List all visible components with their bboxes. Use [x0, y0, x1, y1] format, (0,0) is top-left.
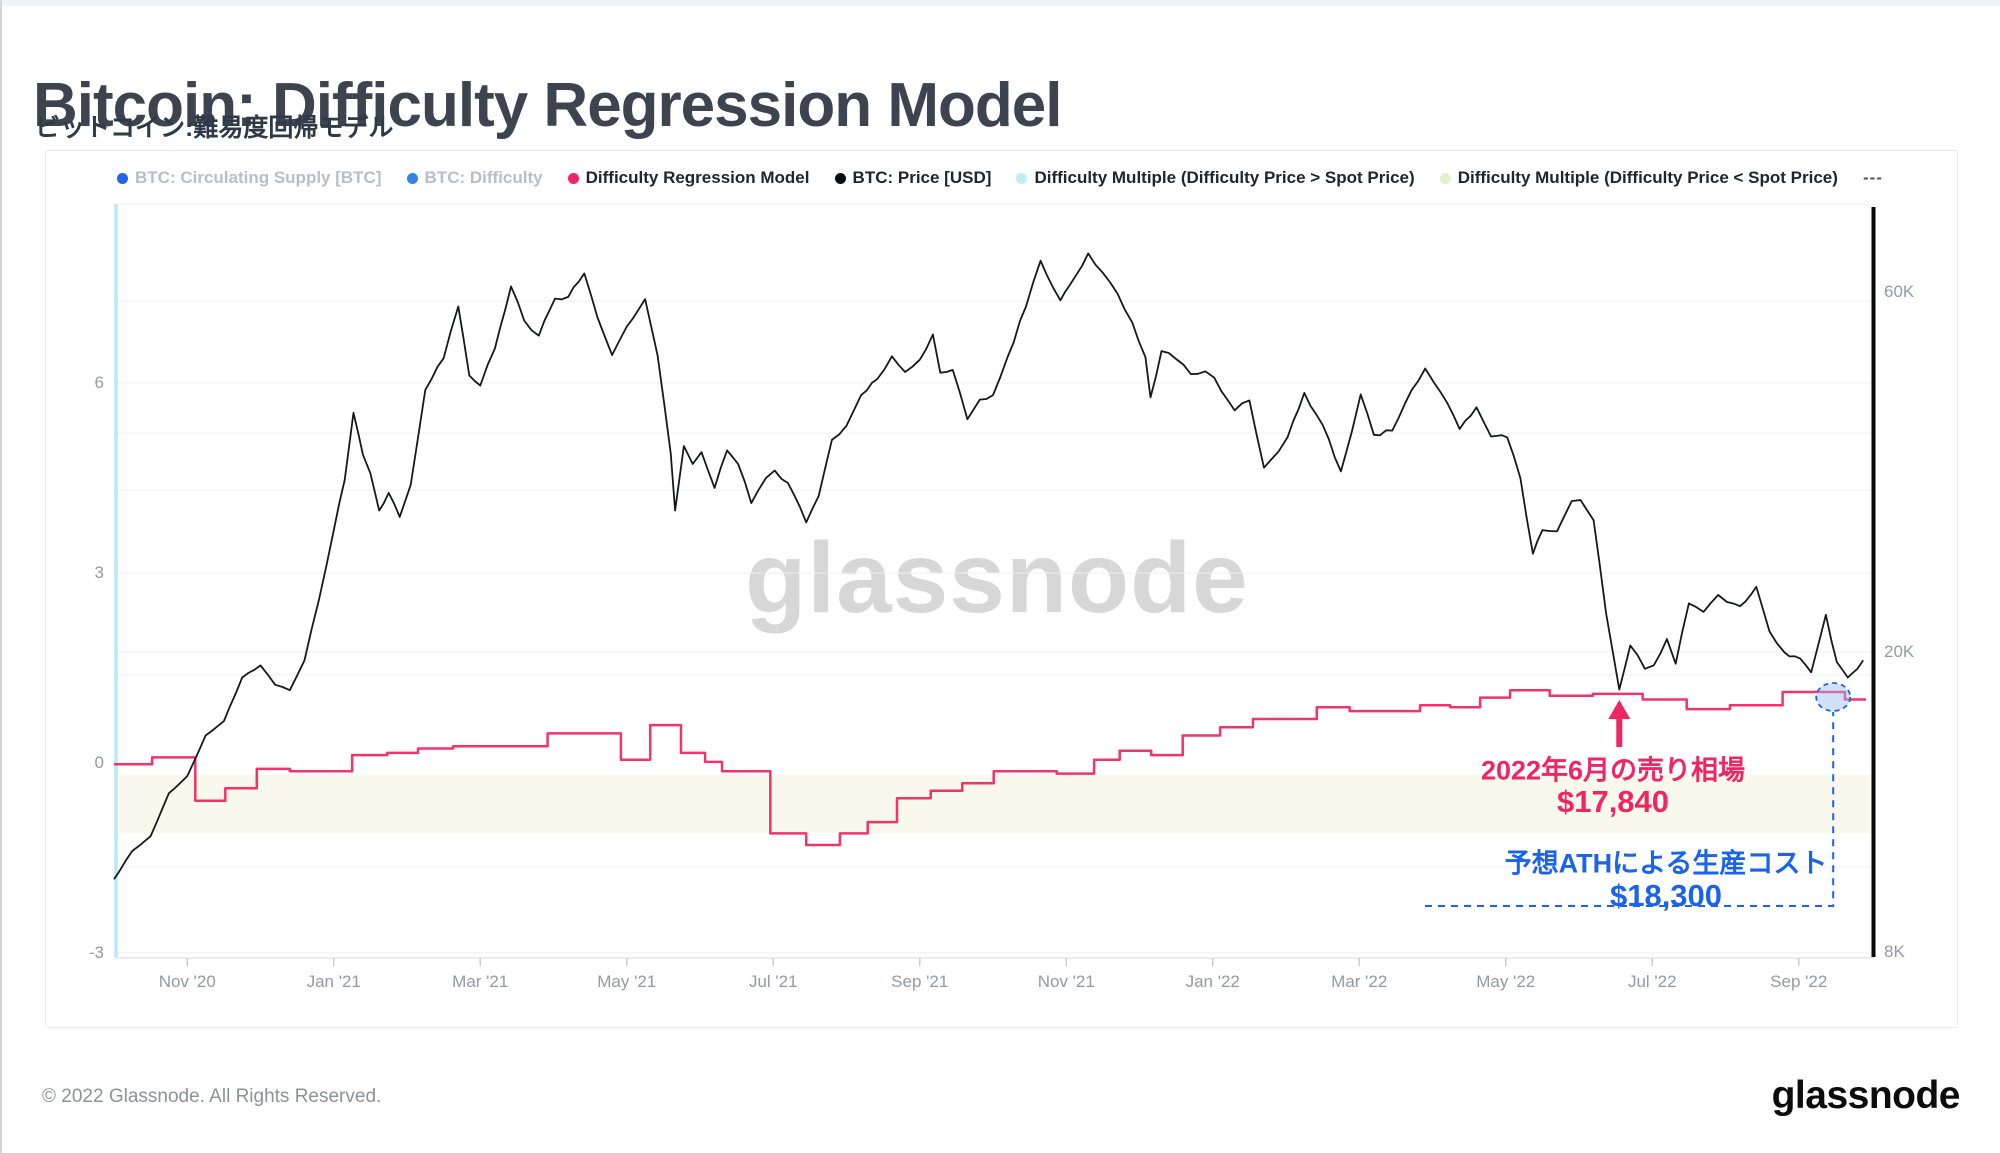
x-axis-label: May '22 — [1476, 972, 1536, 991]
legend-item-difficulty-multiple-difficulty-price-spot-price[interactable]: Difficulty Multiple (Difficulty Price < … — [1439, 168, 1838, 188]
legend-item-label: BTC: Circulating Supply [BTC] — [135, 168, 382, 187]
y-axis-left-label: 0 — [94, 753, 104, 772]
legend-dot-icon — [567, 172, 579, 184]
glassnode-logo: glassnode — [1771, 1074, 1961, 1117]
y-axis-left-label: 6 — [94, 373, 104, 393]
x-axis-label: Jan '22 — [1185, 972, 1240, 991]
legend-overflow[interactable]: --- — [1863, 168, 1883, 188]
annotation-sell-event-price: $17,840 — [1556, 784, 1670, 819]
x-axis-label: Mar '21 — [452, 972, 509, 991]
production-cost-circle-icon — [1815, 682, 1852, 712]
copyright-text: © 2022 Glassnode. All Rights Reserved. — [42, 1086, 382, 1107]
legend-item-btc-circulating-supply-btc[interactable]: BTC: Circulating Supply [BTC] — [117, 168, 381, 188]
x-axis-label: Nov '21 — [1037, 972, 1095, 991]
legend-item-btc-difficulty[interactable]: BTC: Difficulty — [406, 168, 543, 188]
legend-dot-icon — [1016, 172, 1028, 184]
x-axis-label: Mar '22 — [1331, 972, 1388, 991]
legend-item-difficulty-regression-model[interactable]: Difficulty Regression Model — [567, 168, 810, 188]
page-subtitle-japanese: ビットコイン:難易度回帰モデル — [35, 114, 394, 142]
chart-legend: BTC: Circulating Supply [BTC] BTC: Diffic… — [45, 163, 1958, 193]
x-axis-label: Nov '20 — [158, 972, 216, 991]
difficulty-multiple-below-band — [114, 775, 1872, 833]
y-axis-left-label: -3 — [88, 942, 104, 962]
page-top-strip — [0, 0, 2000, 6]
x-axis-label: Sep '21 — [891, 972, 949, 991]
difficulty-regression-line — [114, 688, 1867, 847]
annotation-sell-event-text: 2022年6月の売り相場 — [1480, 755, 1746, 786]
legend-dot-icon — [834, 172, 846, 184]
legend-item-label: BTC: Difficulty — [424, 168, 543, 187]
x-axis-label: Jan '21 — [306, 972, 361, 991]
y-axis-right-label: 60K — [1884, 281, 1915, 301]
y-axis-right-label: 8K — [1884, 942, 1905, 962]
legend-item-label: Difficulty Multiple (Difficulty Price > … — [1034, 168, 1415, 187]
annotation-production-cost-price: $18,300 — [1609, 878, 1723, 913]
legend-item-label: --- — [1862, 168, 1883, 187]
glassnode-watermark: glassnode — [745, 521, 1249, 634]
x-axis-label: Sep '22 — [1770, 972, 1828, 991]
sell-event-arrow-icon — [1608, 700, 1631, 747]
page-left-border — [0, 0, 2, 1153]
page-title: Bitcoin: Difficulty Regression Model — [33, 70, 1062, 140]
x-axis-label: May '21 — [597, 972, 657, 991]
y-axis-left-label: 3 — [94, 563, 104, 582]
x-axis-label: Jul '22 — [1627, 972, 1677, 991]
legend-item-btc-price-usd[interactable]: BTC: Price [USD] — [834, 168, 992, 188]
legend-item-label: Difficulty Regression Model — [585, 168, 810, 187]
legend-dot-icon — [1439, 172, 1451, 184]
legend-dot-icon — [117, 172, 128, 184]
btc-price-line — [113, 252, 1864, 880]
legend-item-label: Difficulty Multiple (Difficulty Price < … — [1457, 168, 1838, 187]
chart-card — [45, 150, 1958, 1028]
legend-item-label: BTC: Price [USD] — [852, 168, 992, 187]
annotation-production-cost-text: 予想ATHによる生産コスト — [1504, 848, 1828, 879]
x-axis-label: Jul '21 — [748, 972, 798, 991]
y-axis-right-label: 20K — [1884, 642, 1915, 661]
legend-item-difficulty-multiple-difficulty-price-spot-price[interactable]: Difficulty Multiple (Difficulty Price > … — [1016, 168, 1415, 188]
legend-dot-icon — [406, 172, 418, 184]
production-cost-connector — [1425, 712, 1835, 907]
